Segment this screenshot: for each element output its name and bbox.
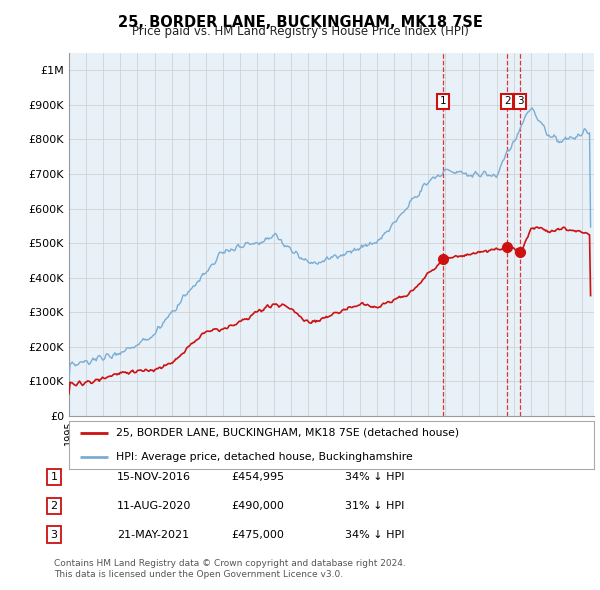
- Text: HPI: Average price, detached house, Buckinghamshire: HPI: Average price, detached house, Buck…: [116, 452, 413, 462]
- Text: 3: 3: [517, 97, 524, 106]
- Text: 2: 2: [50, 501, 58, 510]
- Text: Price paid vs. HM Land Registry's House Price Index (HPI): Price paid vs. HM Land Registry's House …: [131, 25, 469, 38]
- Text: This data is licensed under the Open Government Licence v3.0.: This data is licensed under the Open Gov…: [54, 571, 343, 579]
- Text: 31% ↓ HPI: 31% ↓ HPI: [345, 501, 404, 510]
- Text: £490,000: £490,000: [231, 501, 284, 510]
- Text: 15-NOV-2016: 15-NOV-2016: [117, 472, 191, 481]
- Text: £454,995: £454,995: [231, 472, 284, 481]
- Text: 25, BORDER LANE, BUCKINGHAM, MK18 7SE (detached house): 25, BORDER LANE, BUCKINGHAM, MK18 7SE (d…: [116, 428, 460, 438]
- Text: £475,000: £475,000: [231, 530, 284, 539]
- Text: 1: 1: [50, 472, 58, 481]
- Text: 3: 3: [50, 530, 58, 539]
- Text: 34% ↓ HPI: 34% ↓ HPI: [345, 472, 404, 481]
- Text: 1: 1: [440, 97, 446, 106]
- Text: 34% ↓ HPI: 34% ↓ HPI: [345, 530, 404, 539]
- Text: 25, BORDER LANE, BUCKINGHAM, MK18 7SE: 25, BORDER LANE, BUCKINGHAM, MK18 7SE: [118, 15, 482, 30]
- Text: Contains HM Land Registry data © Crown copyright and database right 2024.: Contains HM Land Registry data © Crown c…: [54, 559, 406, 568]
- Text: 2: 2: [504, 97, 511, 106]
- Text: 11-AUG-2020: 11-AUG-2020: [117, 501, 191, 510]
- Text: 21-MAY-2021: 21-MAY-2021: [117, 530, 189, 539]
